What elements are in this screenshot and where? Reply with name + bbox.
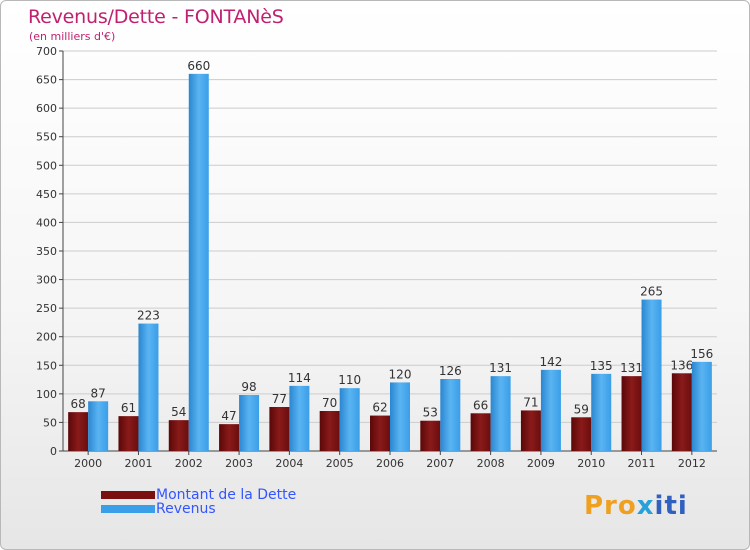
data-label-dette: 54 (171, 405, 186, 419)
bar-revenus (440, 379, 461, 451)
data-label-revenus: 142 (539, 355, 562, 369)
y-tick-label: 0 (50, 445, 57, 458)
bar-revenus (540, 369, 561, 451)
data-label-dette: 136 (670, 358, 693, 372)
y-tick-label: 550 (36, 131, 57, 144)
bar-dette (68, 412, 89, 451)
x-tick-label: 2000 (74, 457, 102, 470)
bar-revenus (390, 382, 410, 451)
y-tick-label: 500 (36, 159, 57, 172)
legend-swatch-revenus (101, 505, 155, 513)
x-tick-label: 2004 (275, 457, 303, 470)
data-label-dette: 70 (322, 396, 337, 410)
data-label-dette: 59 (574, 402, 589, 416)
bar-revenus (188, 73, 209, 451)
y-tick-label: 600 (36, 102, 57, 115)
x-tick-label: 2007 (426, 457, 454, 470)
data-label-revenus: 98 (241, 380, 256, 394)
bar-revenus (339, 388, 360, 451)
bar-dette (520, 410, 541, 451)
y-tick-label: 650 (36, 74, 57, 87)
legend-label-dette: Montant de la Dette (156, 487, 297, 503)
bar-revenus (88, 401, 109, 451)
chart-subtitle: (en milliers d'€) (29, 30, 116, 43)
data-label-revenus: 110 (338, 373, 361, 387)
data-label-dette: 61 (121, 401, 136, 415)
y-tick-label: 250 (36, 302, 57, 315)
data-label-dette: 66 (473, 398, 488, 412)
x-tick-label: 2003 (225, 457, 253, 470)
data-label-dette: 47 (221, 409, 236, 423)
y-tick-label: 100 (36, 388, 57, 401)
y-tick-label: 300 (36, 274, 57, 287)
y-tick-label: 50 (43, 416, 57, 429)
proxiti-logo: Proxiti (584, 491, 688, 521)
bar-dette (269, 407, 290, 451)
bar-dette (219, 424, 240, 451)
bar-dette (571, 417, 592, 451)
y-tick-label: 200 (36, 331, 57, 344)
data-label-dette: 77 (272, 392, 287, 406)
bar-revenus (691, 361, 712, 451)
bar-dette (420, 420, 441, 451)
data-label-revenus: 126 (439, 364, 462, 378)
x-tick-label: 2002 (175, 457, 203, 470)
data-label-revenus: 265 (640, 285, 663, 299)
data-label-dette: 68 (71, 397, 86, 411)
y-tick-label: 400 (36, 216, 57, 229)
bar-revenus (289, 385, 310, 451)
data-label-dette: 53 (423, 406, 438, 420)
y-tick-label: 700 (36, 45, 57, 58)
bar-dette (671, 373, 692, 451)
data-label-revenus: 131 (489, 361, 512, 375)
chart-title: Revenus/Dette - FONTANèS (28, 6, 284, 28)
x-tick-label: 2012 (678, 457, 706, 470)
bar-revenus (239, 395, 260, 451)
data-label-dette: 71 (523, 395, 538, 409)
y-tick-label: 450 (36, 188, 57, 201)
bar-dette (168, 420, 189, 451)
bar-dette (118, 416, 139, 451)
x-tick-label: 2008 (477, 457, 505, 470)
data-label-dette: 131 (620, 361, 643, 375)
data-label-revenus: 156 (690, 347, 713, 361)
bar-dette (319, 411, 340, 451)
data-label-revenus: 114 (288, 371, 311, 385)
bar-revenus (641, 299, 662, 451)
x-tick-label: 2010 (577, 457, 605, 470)
x-tick-label: 2006 (376, 457, 404, 470)
bar-dette (370, 415, 390, 451)
legend-swatch-dette (101, 491, 155, 499)
x-tick-label: 2009 (527, 457, 555, 470)
legend-label-revenus: Revenus (156, 501, 216, 517)
x-tick-label: 2005 (326, 457, 354, 470)
data-label-revenus: 660 (187, 59, 210, 73)
data-label-revenus: 87 (91, 386, 106, 400)
data-label-dette: 62 (372, 401, 387, 415)
bar-dette (470, 413, 491, 451)
data-label-revenus: 120 (389, 367, 412, 381)
bar-revenus (591, 373, 612, 451)
data-label-revenus: 135 (590, 359, 613, 373)
x-tick-label: 2001 (124, 457, 152, 470)
bar-dette (621, 376, 642, 451)
y-tick-label: 150 (36, 359, 57, 372)
y-tick-label: 350 (36, 245, 57, 258)
x-tick-label: 2011 (628, 457, 656, 470)
bar-revenus (490, 376, 511, 451)
data-label-revenus: 223 (137, 309, 160, 323)
bar-revenus (138, 323, 159, 451)
